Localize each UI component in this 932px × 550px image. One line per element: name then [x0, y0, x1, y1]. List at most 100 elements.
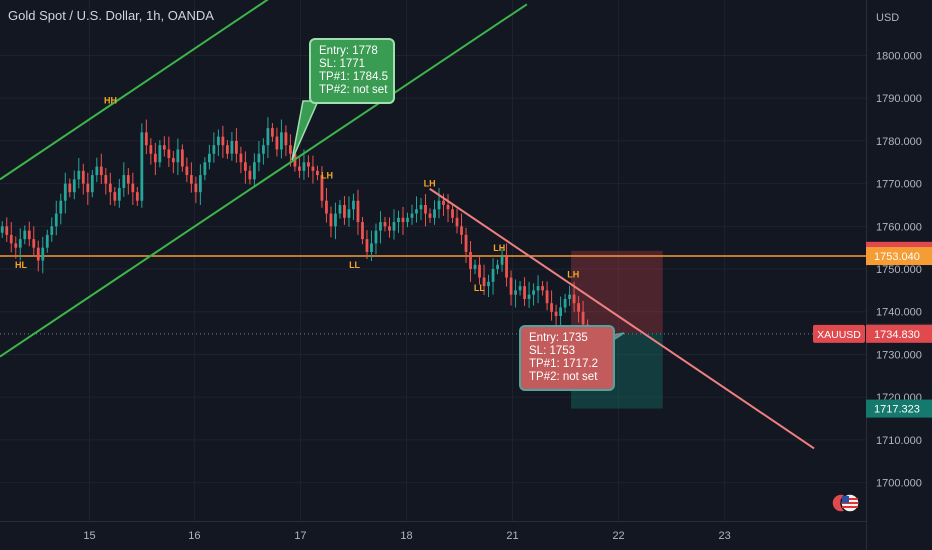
candle-body [361, 222, 364, 240]
pivot-label: LL [349, 260, 360, 270]
price-label-badge [866, 324, 932, 343]
candle-body [234, 140, 238, 154]
candle-body [262, 145, 265, 154]
candle-body [379, 222, 382, 231]
candle-body [500, 256, 504, 265]
candle-body [541, 286, 544, 291]
time-tick-label: 22 [612, 530, 624, 542]
candle-body [95, 166, 99, 176]
candle-body [451, 209, 454, 218]
price-axis[interactable]: USD 1800.000 1790.000 1780.000 1770.000 1760.… [813, 0, 932, 550]
pivot-label: LH [321, 171, 333, 181]
candle-body [23, 230, 27, 240]
candle-body [334, 213, 337, 227]
candle-body [230, 140, 234, 154]
candle-body [514, 290, 517, 295]
candle-body [275, 136, 279, 150]
candle-body [577, 303, 580, 312]
short-tp2: TP#2: not set [529, 371, 598, 383]
annotations: HH HL LH LL LH LH LL LH [15, 95, 579, 293]
short-sl: SL: 1753 [529, 345, 576, 357]
candle-body [72, 179, 76, 193]
candle-body [289, 145, 292, 154]
candle-body [149, 145, 153, 154]
candle-body [167, 149, 171, 159]
candle-body [63, 183, 67, 201]
pivot-label: HH [104, 95, 117, 105]
candle-body [581, 311, 585, 325]
candle-body [99, 166, 103, 176]
price-tick-label: 1700.000 [876, 478, 922, 490]
candle-body [311, 166, 315, 171]
long-callout[interactable]: Entry: 1778 SL: 1771 TP#1: 1784.5 TP#2: … [309, 38, 395, 104]
trendline-resistance [429, 187, 815, 450]
candle-body [352, 200, 355, 210]
time-tick-label: 15 [83, 530, 95, 542]
price-label-badge [866, 247, 932, 266]
candle-body [225, 145, 229, 154]
candle-body [545, 290, 549, 304]
candle-body [212, 145, 216, 154]
candle-body [86, 183, 90, 193]
candle-body [239, 153, 243, 163]
candle-body [518, 286, 522, 291]
trendline-channel-upper [0, 0, 269, 181]
candle-body [153, 153, 157, 163]
candle-body [568, 294, 571, 299]
candle-body [338, 204, 342, 214]
us-flag-icon[interactable] [831, 492, 861, 514]
candle-body [50, 226, 54, 235]
short-tp1: TP#1: 1717.2 [529, 358, 599, 370]
candle-body [365, 239, 369, 252]
candle-body [0, 226, 4, 233]
candle-body [253, 162, 256, 180]
candle-body [162, 145, 166, 150]
price-tick-label: 1730.000 [876, 349, 922, 361]
trendlines [0, 0, 815, 450]
price-tick-label: 1710.000 [876, 435, 922, 447]
chart-title: Gold Spot / U.S. Dollar, 1h, OANDA [8, 8, 214, 23]
candle-body [320, 175, 324, 201]
candle-body [68, 183, 72, 193]
candle-body [108, 183, 112, 193]
candle-body [244, 162, 247, 171]
price-tick-label: 1770.000 [876, 179, 922, 191]
price-label-text: 1753.040 [874, 251, 920, 263]
candle-body [126, 175, 130, 184]
candle-body [81, 170, 85, 184]
long-tp2: TP#2: not set [319, 84, 388, 96]
candle-body [374, 230, 378, 244]
candle-body [527, 294, 531, 299]
candle-body [446, 204, 450, 210]
candle-body [207, 153, 211, 163]
candle-body [27, 230, 31, 240]
candle-body [388, 226, 391, 231]
price-label-text: 1717.323 [874, 404, 920, 416]
candle-body [356, 200, 360, 223]
candle-body [45, 234, 49, 248]
time-tick-label: 21 [506, 530, 518, 542]
long-entry: Entry: 1778 [319, 45, 378, 57]
candle-body [18, 239, 22, 248]
candle-body [266, 128, 270, 146]
pivot-label: HL [15, 260, 27, 270]
symbol-badge [813, 324, 865, 343]
candle-body [158, 145, 162, 163]
short-callout[interactable]: Entry: 1735 SL: 1753 TP#1: 1717.2 TP#2: … [519, 325, 615, 391]
candle-body [523, 286, 526, 299]
candle-body [54, 213, 58, 227]
candle-body [189, 175, 193, 184]
candle-body [248, 170, 252, 180]
time-axis[interactable]: 15 16 17 18 21 22 23 [0, 521, 866, 550]
candle-body [32, 239, 36, 248]
candle-body [433, 209, 436, 218]
candle-body [307, 162, 310, 167]
candle-body [487, 281, 490, 287]
candle-body [401, 217, 405, 223]
candle-body [59, 200, 63, 214]
candle-body [473, 264, 477, 270]
candle-body [284, 132, 288, 146]
candle-body [482, 277, 486, 287]
trendline-channel-lower [0, 3, 528, 358]
